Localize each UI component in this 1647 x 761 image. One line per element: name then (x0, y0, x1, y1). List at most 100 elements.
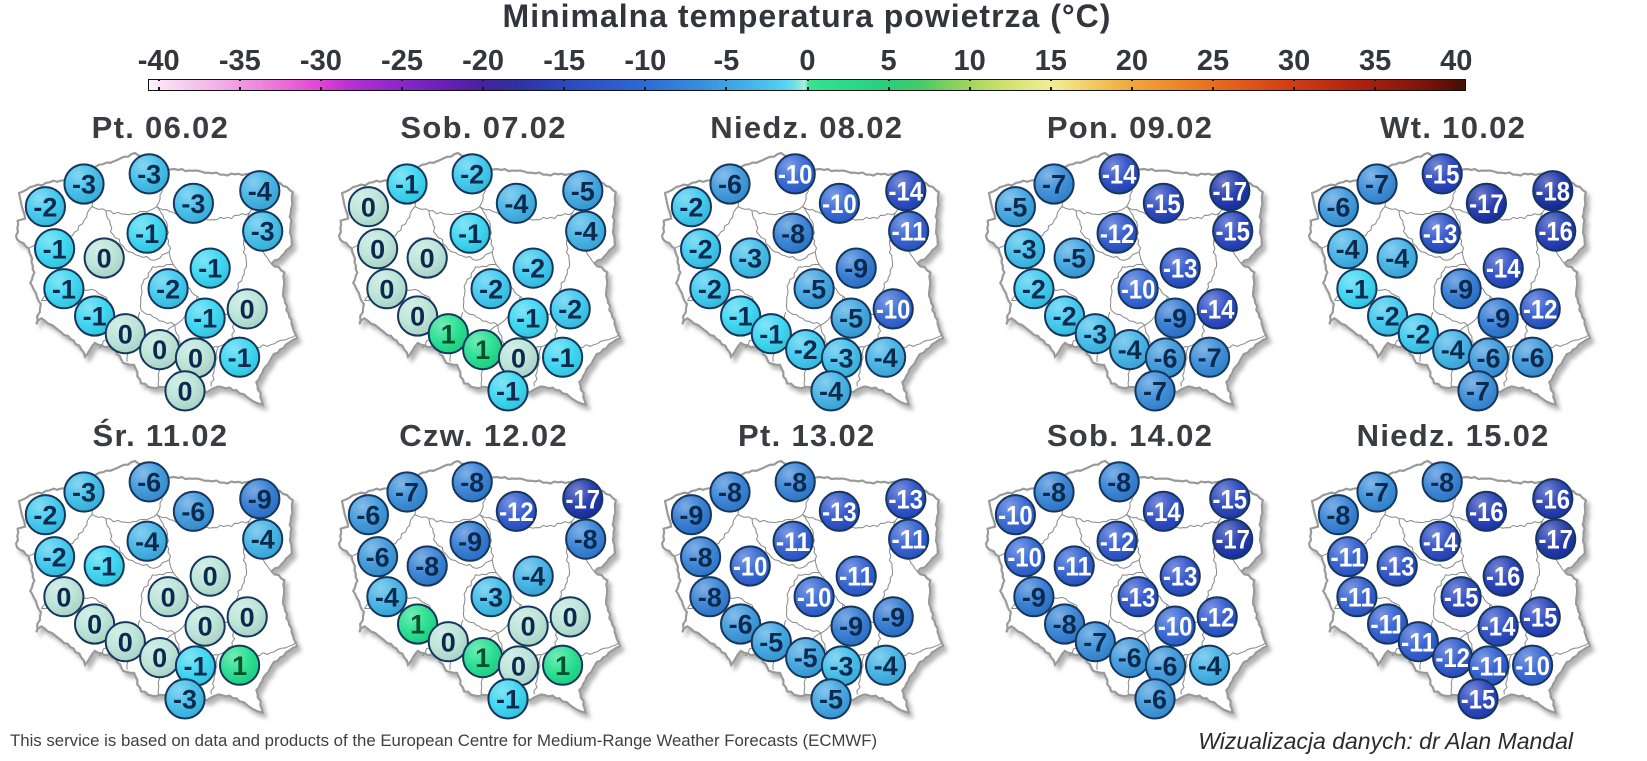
svg-text:-13: -13 (1120, 582, 1155, 612)
svg-text:-3: -3 (181, 189, 205, 219)
svg-text:-3: -3 (72, 478, 96, 508)
svg-text:0: 0 (118, 627, 133, 657)
svg-text:-3: -3 (173, 685, 197, 715)
svg-text:0: 0 (563, 603, 578, 633)
svg-text:0: 0 (511, 344, 526, 374)
svg-text:-14: -14 (889, 176, 924, 206)
svg-text:-10: -10 (876, 295, 911, 325)
svg-text:-2: -2 (521, 254, 545, 284)
svg-text:1: 1 (410, 610, 425, 640)
svg-text:-3: -3 (830, 344, 854, 374)
svg-text:-2: -2 (680, 192, 704, 222)
svg-text:-4: -4 (251, 525, 275, 555)
svg-text:-11: -11 (776, 527, 811, 557)
svg-text:-10: -10 (1007, 542, 1042, 572)
svg-text:-8: -8 (718, 478, 742, 508)
svg-text:-11: -11 (1471, 652, 1506, 682)
svg-text:-14: -14 (1146, 497, 1181, 527)
svg-text:-4: -4 (874, 651, 898, 681)
svg-text:-4: -4 (574, 217, 598, 247)
svg-text:-10: -10 (797, 582, 832, 612)
svg-text:0: 0 (118, 319, 133, 349)
svg-text:0: 0 (56, 582, 71, 612)
svg-text:1: 1 (441, 319, 456, 349)
svg-text:-9: -9 (1449, 274, 1473, 304)
svg-text:-11: -11 (892, 217, 927, 247)
svg-text:-4: -4 (375, 582, 399, 612)
svg-text:-16: -16 (1486, 562, 1521, 592)
svg-text:-1: -1 (83, 302, 107, 332)
svg-text:-17: -17 (1469, 189, 1504, 219)
svg-text:-17: -17 (1538, 525, 1573, 555)
svg-text:-7: -7 (1083, 627, 1107, 657)
svg-text:-3: -3 (830, 652, 854, 682)
svg-text:-2: -2 (33, 500, 57, 530)
svg-text:-5: -5 (802, 274, 826, 304)
svg-text:-13: -13 (1380, 552, 1415, 582)
svg-text:-10: -10 (1157, 612, 1192, 642)
svg-text:-11: -11 (1339, 582, 1374, 612)
svg-text:-2: -2 (689, 234, 713, 264)
svg-text:-3: -3 (479, 582, 503, 612)
svg-text:0: 0 (370, 234, 385, 264)
svg-text:-1: -1 (43, 234, 67, 264)
svg-text:-5: -5 (1003, 192, 1027, 222)
svg-text:-12: -12 (1200, 603, 1235, 633)
svg-text:-7: -7 (1042, 170, 1066, 200)
svg-text:0: 0 (188, 344, 203, 374)
svg-text:-4: -4 (505, 189, 529, 219)
svg-text:-4: -4 (1197, 651, 1221, 681)
svg-text:-2: -2 (1021, 274, 1045, 304)
svg-text:-7: -7 (1197, 343, 1221, 373)
svg-text:-1: -1 (135, 219, 159, 249)
svg-text:0: 0 (521, 612, 536, 642)
svg-text:-4: -4 (521, 562, 545, 592)
svg-text:-12: -12 (499, 497, 534, 527)
svg-text:-14: -14 (1423, 527, 1458, 557)
svg-text:-15: -15 (1215, 217, 1250, 247)
svg-text:-6: -6 (718, 170, 742, 200)
svg-text:-14: -14 (1481, 612, 1516, 642)
svg-text:0: 0 (198, 612, 213, 642)
svg-text:-8: -8 (1042, 478, 1066, 508)
svg-text:-9: -9 (845, 254, 869, 284)
svg-text:-3: -3 (137, 160, 161, 190)
svg-text:0: 0 (87, 610, 102, 640)
svg-text:-4: -4 (1385, 244, 1409, 274)
svg-text:1: 1 (475, 643, 490, 673)
svg-text:-7: -7 (1143, 377, 1167, 407)
svg-text:0: 0 (441, 627, 456, 657)
svg-text:-7: -7 (1365, 478, 1389, 508)
svg-text:-6: -6 (1520, 343, 1544, 373)
svg-text:0: 0 (511, 652, 526, 682)
svg-text:-16: -16 (1538, 217, 1573, 247)
svg-text:-3: -3 (72, 170, 96, 200)
svg-text:0: 0 (380, 274, 395, 304)
svg-text:-4: -4 (1440, 335, 1464, 365)
svg-text:-1: -1 (228, 343, 252, 373)
svg-text:-2: -2 (479, 274, 503, 304)
svg-text:-9: -9 (248, 484, 272, 514)
svg-text:-9: -9 (882, 603, 906, 633)
svg-text:-12: -12 (1523, 295, 1558, 325)
svg-text:-2: -2 (1406, 319, 1430, 349)
svg-text:-7: -7 (1466, 377, 1490, 407)
svg-text:-10: -10 (778, 160, 813, 190)
svg-text:-2: -2 (558, 295, 582, 325)
svg-text:-1: -1 (198, 254, 222, 284)
svg-text:-17: -17 (1215, 525, 1250, 555)
svg-text:-6: -6 (1143, 685, 1167, 715)
svg-text:-6: -6 (1153, 344, 1177, 374)
svg-text:-4: -4 (248, 176, 272, 206)
svg-text:-11: -11 (892, 525, 927, 555)
svg-text:-3: -3 (739, 244, 763, 274)
svg-text:-8: -8 (781, 219, 805, 249)
svg-text:-14: -14 (1102, 160, 1137, 190)
svg-text:-12: -12 (1435, 643, 1470, 673)
svg-text:-9: -9 (1163, 304, 1187, 334)
svg-text:-15: -15 (1425, 160, 1460, 190)
svg-text:-17: -17 (566, 484, 601, 514)
svg-text:-4: -4 (819, 377, 843, 407)
svg-text:-7: -7 (1365, 170, 1389, 200)
svg-text:0: 0 (161, 582, 176, 612)
